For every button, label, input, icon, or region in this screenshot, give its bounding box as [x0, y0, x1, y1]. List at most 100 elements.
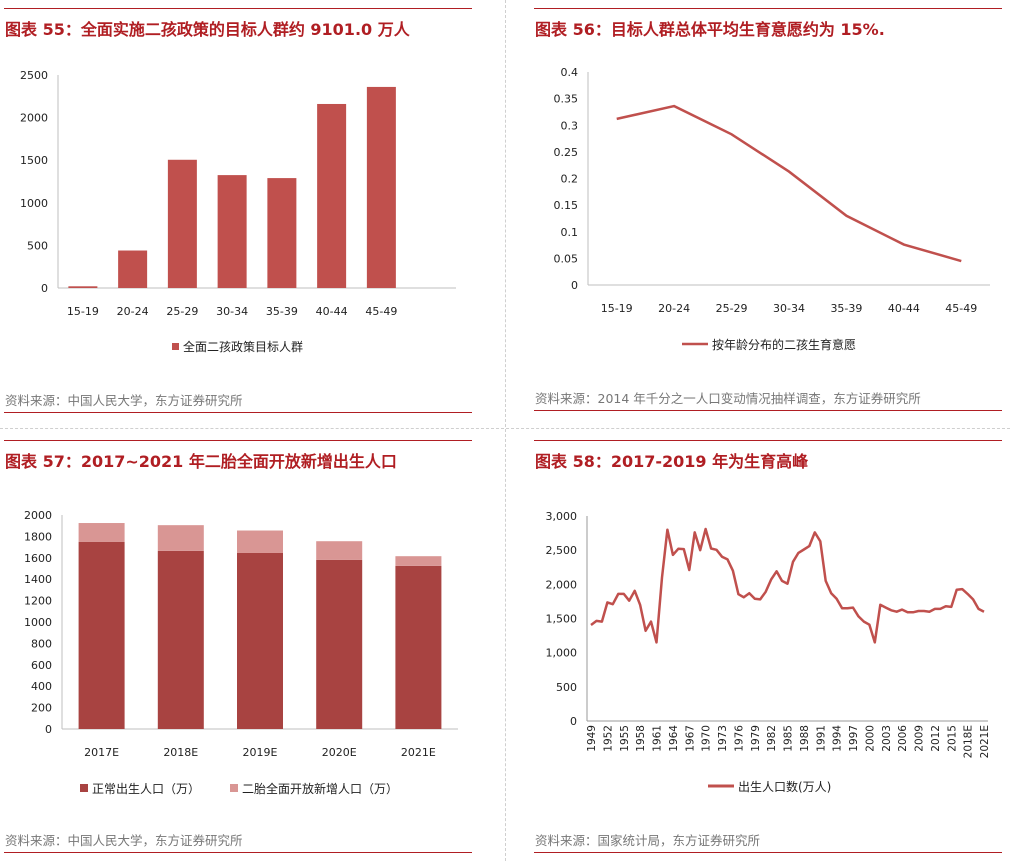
- bar-25-29: [167, 159, 197, 288]
- series-line: [590, 527, 985, 644]
- bar-2021E-s0: [395, 565, 442, 729]
- y-tick-label: 500: [27, 239, 48, 252]
- title-rule: [4, 8, 472, 9]
- chart-title: 图表 56：目标人群总体平均生育意愿约为 15%.: [535, 20, 885, 39]
- y-tick-label: 2000: [20, 112, 48, 125]
- bar-2017E-s0: [78, 541, 125, 729]
- x-tick-label: 2021E: [401, 746, 436, 759]
- legend-label: 按年龄分布的二孩生育意愿: [712, 337, 856, 352]
- source-note: 资料来源：中国人民大学，东方证券研究所: [5, 833, 243, 848]
- chart-title: 图表 58：2017-2019 年为生育高峰: [535, 452, 809, 471]
- source-note: 资料来源：中国人民大学，东方证券研究所: [5, 393, 243, 408]
- bar-2019E-s0: [237, 552, 283, 729]
- x-tick-label: 1967: [684, 725, 696, 752]
- x-tick-label: 1949: [586, 725, 598, 752]
- x-tick-label: 25-29: [166, 305, 198, 318]
- y-tick-label: 2000: [24, 509, 52, 522]
- y-tick-label: 1,500: [546, 613, 578, 626]
- x-tick-label: 15-19: [601, 302, 633, 315]
- y-tick-label: 0.15: [554, 199, 579, 212]
- x-tick-label: 1982: [766, 725, 778, 752]
- x-tick-label: 20-24: [658, 302, 690, 315]
- y-tick-label: 1000: [20, 197, 48, 210]
- x-tick-label: 2019E: [243, 746, 278, 759]
- x-tick-label: 40-44: [316, 305, 348, 318]
- x-tick-label: 1994: [832, 725, 844, 752]
- x-tick-label: 2009: [914, 725, 926, 752]
- y-tick-label: 1600: [24, 552, 52, 565]
- y-tick-label: 1500: [20, 154, 48, 167]
- x-tick-label: 2006: [897, 725, 909, 752]
- panel-new-births: 图表 57：2017~2021 年二胎全面开放新增出生人口 0 200 400 600…: [0, 432, 480, 861]
- chart-title: 图表 57：2017~2021 年二胎全面开放新增出生人口: [5, 452, 397, 471]
- title-rule: [534, 8, 1002, 9]
- y-tick-label: 500: [556, 681, 577, 694]
- y-tick-label: 0: [41, 282, 48, 295]
- x-tick-label: 30-34: [773, 302, 805, 315]
- bar-40-44: [317, 103, 347, 288]
- x-tick-label: 35-39: [266, 305, 298, 318]
- y-tick-label: 800: [31, 637, 52, 650]
- y-tick-label: 3,000: [546, 510, 578, 523]
- x-tick-label: 1952: [602, 725, 614, 752]
- x-tick-label: 20-24: [117, 305, 149, 318]
- x-tick-label: 45-49: [365, 305, 397, 318]
- y-tick-label: 0.05: [554, 252, 579, 265]
- y-tick-label: 0.25: [554, 146, 579, 159]
- y-tick-label: 0: [571, 279, 578, 292]
- legend-swatch: [230, 784, 238, 792]
- legend-label: 全面二孩政策目标人群: [183, 339, 303, 354]
- y-tick-label: 2,000: [546, 578, 578, 591]
- bar-30-34: [217, 175, 247, 288]
- source-note: 资料来源：2014 年千分之一人口变动情况抽样调查，东方证券研究所: [535, 391, 921, 406]
- legend-label: 二胎全面开放新增人口（万）: [242, 781, 398, 796]
- x-tick-label: 25-29: [716, 302, 748, 315]
- x-tick-label: 35-39: [830, 302, 862, 315]
- bottom-rule: [534, 410, 1002, 411]
- bar-2018E-s0: [157, 550, 204, 729]
- x-tick-label: 30-34: [216, 305, 248, 318]
- x-tick-label: 1976: [733, 725, 745, 752]
- series-line: [616, 104, 962, 263]
- bar-15-19: [68, 286, 98, 288]
- x-tick-label: 40-44: [888, 302, 920, 315]
- y-tick-label: 0.1: [561, 226, 579, 239]
- bar-2021E-s1: [395, 556, 442, 566]
- y-tick-label: 0: [45, 723, 52, 736]
- x-tick-label: 1958: [635, 725, 647, 752]
- horizontal-separator: [0, 428, 1010, 429]
- x-tick-label: 1970: [701, 725, 713, 752]
- panel-target-population: 图表 55：全面实施二孩政策的目标人群约 9101.0 万人 0 500 1000 1…: [0, 0, 480, 425]
- chart-title: 图表 55：全面实施二孩政策的目标人群约 9101.0 万人: [5, 20, 410, 39]
- bar-2019E-s1: [237, 530, 283, 553]
- y-tick-label: 0.35: [554, 93, 579, 106]
- bar-chart-target-population: 0 500 1000 1500 2000 2500 15-19 20-24 25-29 30-34…: [20, 69, 456, 354]
- x-tick-label: 2017E: [84, 746, 119, 759]
- bar-2018E-s1: [157, 525, 204, 551]
- x-tick-label: 2018E: [163, 746, 198, 759]
- x-tick-label: 2012: [930, 725, 942, 752]
- bottom-rule: [4, 412, 472, 413]
- line-chart-fertility-intention: 0 0.05 0.1 0.15 0.2 0.25 0.3 0.35 0.4 15-19 20-24 2…: [554, 66, 990, 352]
- y-tick-label: 0: [570, 715, 577, 728]
- bar-35-39: [267, 178, 297, 288]
- y-tick-label: 0.4: [561, 66, 579, 79]
- panel-birth-peak: 图表 58：2017-2019 年为生育高峰 0 500 1,000 1,500 2,0…: [530, 432, 1010, 861]
- legend-swatch: [80, 784, 88, 792]
- x-tick-label: 1955: [619, 725, 631, 752]
- stacked-bar-chart-new-births: 0 200 400 600 800 1000 1200 1400 1600 1800 2000 201…: [24, 509, 458, 796]
- x-tick-label: 1973: [717, 725, 729, 752]
- x-tick-label: 1997: [848, 725, 860, 752]
- x-tick-label: 15-19: [67, 305, 99, 318]
- bottom-rule: [534, 852, 1002, 853]
- x-tick-label: 2018E: [963, 725, 975, 758]
- x-tick-label: 2021E: [979, 725, 991, 758]
- legend-swatch: [172, 343, 179, 350]
- y-tick-label: 600: [31, 659, 52, 672]
- x-tick-label: 2000: [864, 725, 876, 752]
- y-tick-label: 2500: [20, 69, 48, 82]
- y-tick-label: 1800: [24, 530, 52, 543]
- x-tick-label: 1961: [652, 725, 664, 752]
- y-tick-label: 200: [31, 702, 52, 715]
- x-tick-label: 2015: [946, 725, 958, 752]
